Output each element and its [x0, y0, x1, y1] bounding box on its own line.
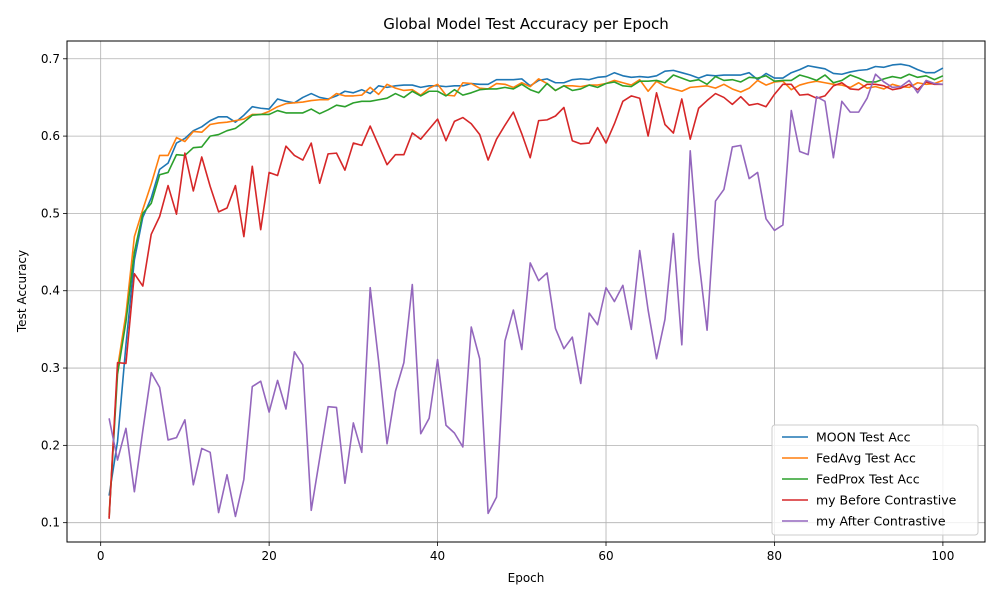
y-axis-title: Test Accuracy	[15, 250, 29, 333]
x-tick-label: 40	[430, 549, 445, 563]
legend-label-fedavg-test-acc: FedAvg Test Acc	[816, 451, 916, 466]
x-tick-label: 100	[931, 549, 954, 563]
series-line-my-before-contrastive	[108, 81, 943, 519]
series-line-fedprox-test-acc	[108, 73, 944, 518]
legend: MOON Test Acc FedAvg Test Acc FedProx Test…	[771, 424, 979, 536]
chart-title: Global Model Test Accuracy per Epoch	[383, 15, 669, 33]
x-tick-label: 60	[598, 549, 613, 563]
legend-frame	[771, 424, 979, 536]
series-line-moon-test-acc	[108, 63, 944, 496]
x-axis-title: Epoch	[508, 571, 545, 585]
y-tick-label: 0.3	[41, 361, 60, 375]
series-line-my-after-contrastive	[108, 73, 943, 518]
legend-label-moon-test-acc: MOON Test Acc	[816, 430, 911, 445]
y-tick-label: 0.5	[41, 206, 60, 220]
y-tick-label: 0.7	[41, 52, 60, 66]
axis-ticks: 0 20 40 60 80 100 0.1 0.2 0.3 0.4 0.5 0.6 0.7	[41, 52, 954, 563]
y-tick-label: 0.6	[41, 129, 60, 143]
x-tick-label: 0	[97, 549, 105, 563]
y-tick-label: 0.4	[41, 284, 60, 298]
legend-label-fedprox-test-acc: FedProx Test Acc	[816, 472, 920, 487]
plot-frame	[66, 40, 986, 543]
legend-label-my-before-contrastive: my Before Contrastive	[816, 493, 957, 508]
x-tick-label: 80	[767, 549, 782, 563]
x-tick-label: 20	[261, 549, 276, 563]
series-lines	[108, 63, 944, 519]
legend-label-my-after-contrastive: my After Contrastive	[816, 514, 946, 529]
y-tick-label: 0.2	[41, 438, 60, 452]
y-tick-label: 0.1	[41, 516, 60, 530]
series-line-fedavg-test-acc	[108, 78, 944, 515]
